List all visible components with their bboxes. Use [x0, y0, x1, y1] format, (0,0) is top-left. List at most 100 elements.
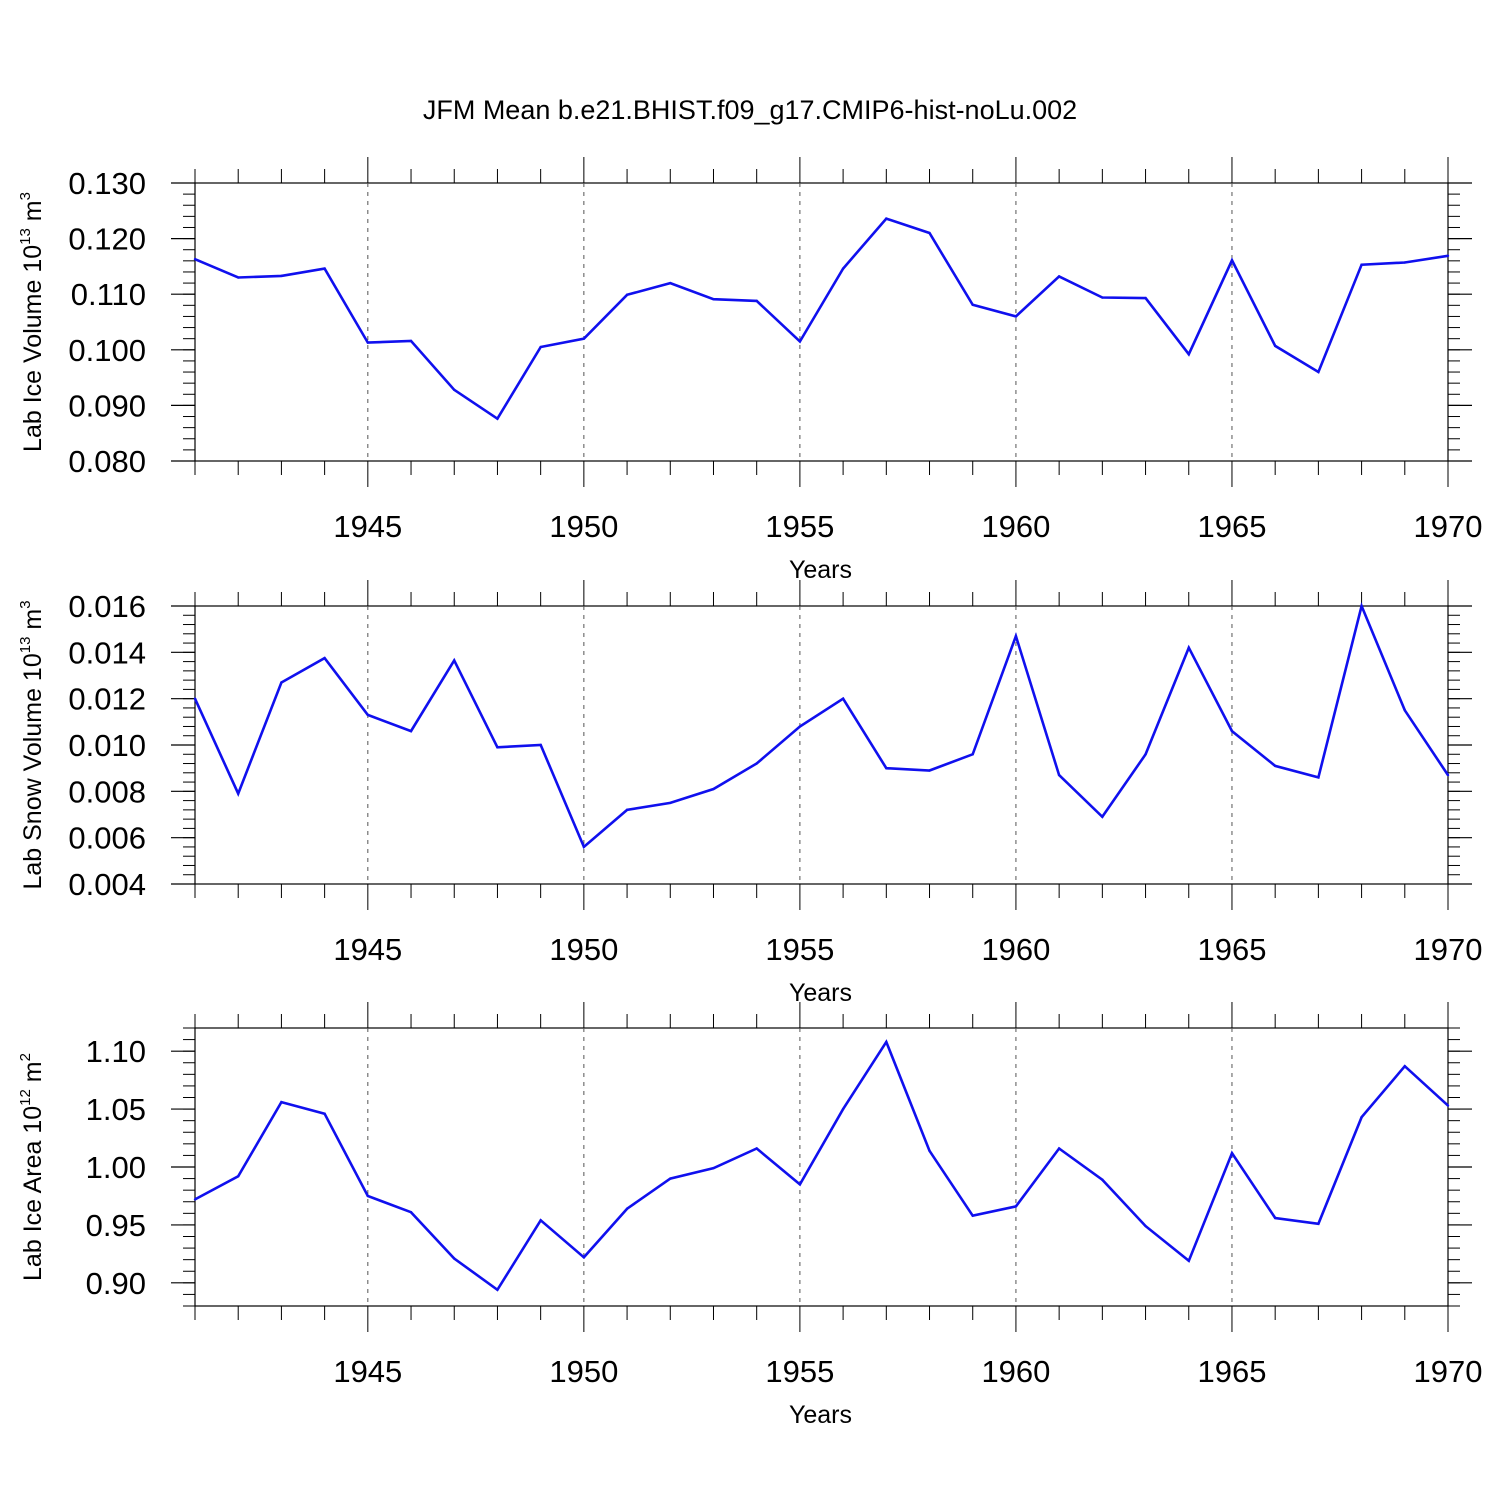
plot-frame	[194, 605, 1449, 885]
data-point	[841, 1107, 845, 1111]
data-point	[1360, 1115, 1363, 1119]
x-tick-label: 1965	[1197, 509, 1266, 544]
data-point	[453, 388, 456, 392]
x-tick-label: 1960	[981, 509, 1050, 544]
panel-ice-volume: 0.080 0.090 0.100 0.110 0.120 0.130 1945 1950 19…	[17, 157, 1482, 584]
data-point	[1360, 263, 1363, 266]
x-tick-label: 1950	[549, 932, 618, 967]
x-axis-label: Years	[789, 979, 852, 1007]
data-point	[928, 769, 931, 772]
y-axis-label-unit: m	[19, 1061, 47, 1089]
y-axis-label-exp: 13	[17, 637, 34, 654]
y-tick-label: 0.010	[68, 728, 146, 763]
data-point	[582, 337, 586, 340]
series-line	[193, 601, 1450, 850]
x-tick-label: 1960	[981, 1354, 1050, 1389]
x-tick-label: 1950	[549, 1354, 618, 1389]
y-axis-label-main: Lab Ice Volume 10	[19, 245, 47, 452]
y-tick-label: 1.00	[86, 1150, 146, 1185]
y-tick-label: 0.090	[68, 388, 146, 423]
y-tick-label: 0.004	[68, 867, 146, 902]
data-point	[625, 808, 629, 812]
data-point	[1101, 1178, 1104, 1181]
y-tick-label: 0.90	[86, 1266, 146, 1301]
data-point	[755, 762, 758, 765]
data-point	[755, 299, 758, 303]
data-point	[885, 766, 888, 770]
data-point	[496, 1288, 499, 1291]
data-point	[280, 681, 283, 684]
data-point	[193, 697, 197, 700]
data-point	[885, 217, 888, 220]
data-point	[798, 725, 802, 728]
data-point	[193, 257, 197, 261]
data-point	[237, 1175, 240, 1178]
data-point	[971, 1214, 974, 1217]
x-tick-label: 1955	[765, 509, 834, 544]
x-axis-label: Years	[789, 1401, 852, 1429]
panel-snow-volume: 0.004 0.006 0.008 0.010 0.012 0.014 0.016 1945 1…	[17, 580, 1482, 1007]
data-point	[885, 1040, 888, 1044]
data-point	[1014, 634, 1018, 638]
y-axis-label-exp: 13	[17, 228, 34, 245]
plot-frame	[194, 182, 1449, 462]
data-point	[669, 801, 672, 805]
data-point	[1403, 709, 1406, 712]
data-point	[1317, 1222, 1320, 1225]
data-point	[366, 713, 370, 717]
data-point	[1446, 254, 1450, 258]
y-tick-label: 0.014	[68, 635, 146, 670]
y-tick-label: 0.100	[68, 333, 146, 368]
data-point	[712, 787, 715, 791]
data-point	[582, 1256, 586, 1259]
data-point	[323, 656, 326, 660]
data-point	[625, 293, 629, 296]
x-tick-label: 1945	[333, 509, 402, 544]
data-point	[1144, 296, 1147, 300]
data-point	[625, 1207, 629, 1210]
data-point	[323, 267, 326, 270]
data-point	[1317, 776, 1320, 779]
data-point	[453, 659, 456, 662]
panel-ice-area: 0.90 0.95 1.00 1.05 1.10 1945 1950 1955 1960 1965…	[17, 1002, 1482, 1429]
y-tick-label: 0.95	[86, 1208, 146, 1243]
y-axis-label-unit-exp: 2	[17, 1053, 34, 1061]
y-tick-label: 0.016	[68, 589, 146, 624]
data-point	[539, 345, 542, 349]
data-point	[1360, 604, 1363, 608]
y-tick-label: 0.006	[68, 821, 146, 856]
data-point	[1403, 261, 1406, 264]
data-point	[323, 1112, 326, 1115]
y-axis-label-main: Lab Ice Area 10	[19, 1106, 47, 1281]
data-point	[1057, 773, 1061, 777]
x-tick-label: 1960	[981, 932, 1050, 967]
data-point	[496, 417, 499, 420]
chart-title: JFM Mean b.e21.BHIST.f09_g17.CMIP6-hist-…	[423, 95, 1077, 125]
x-tick-label: 1955	[765, 1354, 834, 1389]
data-point	[409, 729, 413, 733]
data-point	[1446, 1104, 1450, 1107]
data-point	[1273, 1216, 1277, 1220]
data-point	[1403, 1065, 1406, 1068]
data-point	[841, 267, 845, 270]
data-point	[841, 697, 845, 700]
data-point	[1273, 344, 1277, 348]
data-point	[193, 1198, 197, 1201]
data-point	[928, 231, 931, 235]
x-tick-label: 1965	[1197, 1354, 1266, 1389]
data-point	[280, 1100, 283, 1104]
data-point	[1187, 353, 1190, 356]
y-axis-label-unit-exp: 3	[17, 600, 34, 608]
data-point	[1144, 1224, 1147, 1228]
y-tick-label: 0.080	[68, 444, 146, 479]
y-axis-label-unit: m	[19, 200, 47, 228]
y-tick-label: 0.130	[68, 166, 146, 201]
data-point	[712, 1166, 715, 1170]
series-line	[194, 217, 1449, 421]
x-axis-label: Years	[789, 556, 852, 584]
data-point	[1101, 296, 1104, 299]
data-point	[1446, 773, 1450, 777]
x-tick-label: 1965	[1197, 932, 1266, 967]
data-point	[1014, 1205, 1018, 1208]
data-point	[669, 1177, 672, 1180]
